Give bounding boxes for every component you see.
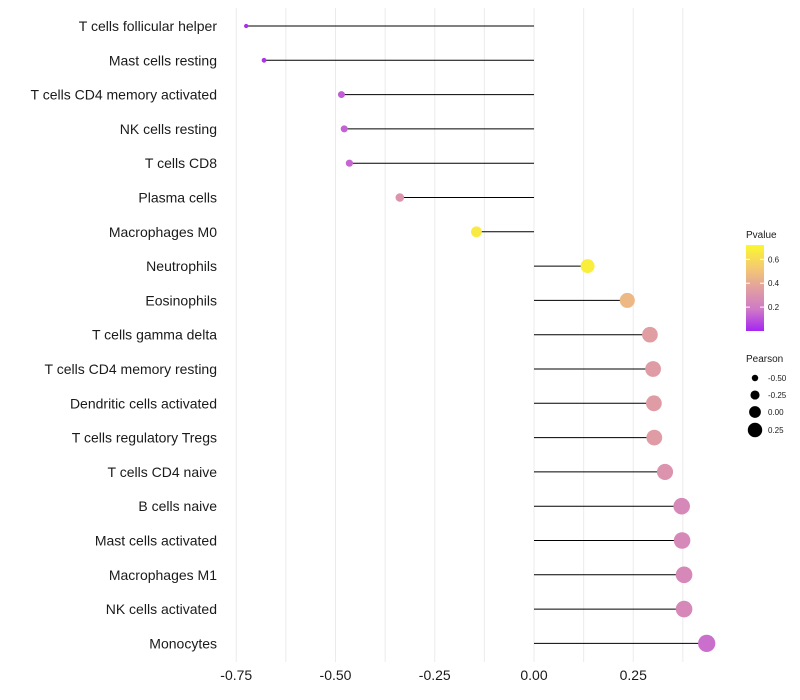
category-label: T cells follicular helper xyxy=(79,18,218,34)
lollipop-dot xyxy=(619,292,635,308)
lollipop-dot xyxy=(395,193,405,202)
size-legend-dot xyxy=(747,422,763,438)
lollipop-dot xyxy=(580,259,595,274)
size-legend-label: 0.00 xyxy=(768,408,784,417)
pvalue-legend: Pvalue 0.2 0.4 0.6 xyxy=(746,230,780,331)
colorbar-tick-label: 0.2 xyxy=(768,303,780,312)
category-label: Mast cells resting xyxy=(109,52,217,68)
category-label: Eosinophils xyxy=(145,292,217,308)
x-axis-ticks: -0.75 -0.50 -0.25 0.00 0.25 xyxy=(220,667,647,683)
lollipop-dot xyxy=(656,463,674,480)
category-labels: T cells follicular helper Mast cells rest… xyxy=(31,18,218,651)
lollipop-dot xyxy=(261,57,267,63)
lollipop-dots xyxy=(244,23,716,653)
size-legend-dot xyxy=(750,390,760,400)
size-legend-label: 0.25 xyxy=(768,426,784,435)
lollipop-dot xyxy=(698,634,716,653)
x-tick-label: -0.25 xyxy=(419,667,451,683)
category-label: Plasma cells xyxy=(138,190,217,206)
category-label: T cells gamma delta xyxy=(92,327,217,343)
lollipop-dot xyxy=(646,395,662,412)
lollipop-dot xyxy=(345,159,353,167)
colorbar-tick-label: 0.6 xyxy=(768,255,780,264)
category-label: T cells CD4 memory resting xyxy=(45,361,217,377)
lollipop-dot xyxy=(244,23,249,29)
pvalue-legend-title: Pvalue xyxy=(746,230,777,241)
lollipop-dot xyxy=(645,361,661,377)
x-tick-label: 0.00 xyxy=(520,667,547,683)
x-tick-label: -0.75 xyxy=(220,667,252,683)
lollipop-dot xyxy=(673,532,691,549)
pearson-legend: Pearson -0.50 -0.25 0.00 0.25 xyxy=(746,354,787,438)
category-label: T cells CD4 naive xyxy=(108,464,218,480)
lollipop-stems xyxy=(246,25,707,644)
lollipop-dot xyxy=(673,497,690,515)
lollipop-dot xyxy=(675,566,693,584)
pvalue-colorbar xyxy=(746,245,764,331)
lollipop-dot xyxy=(675,600,693,618)
category-label: T cells CD8 xyxy=(145,155,217,171)
category-label: Macrophages M1 xyxy=(109,567,217,583)
x-tick-label: -0.50 xyxy=(320,667,352,683)
lollipop-dot xyxy=(646,429,663,446)
size-legend-dot xyxy=(749,406,761,418)
category-label: B cells naive xyxy=(138,498,217,514)
category-label: T cells regulatory Tregs xyxy=(72,430,217,446)
size-legend-dot xyxy=(751,374,759,382)
size-legend-label: -0.25 xyxy=(768,391,787,400)
lollipop-dot xyxy=(337,91,345,99)
category-label: Neutrophils xyxy=(146,258,217,274)
category-label: T cells CD4 memory activated xyxy=(31,87,217,103)
size-legend-label: -0.50 xyxy=(768,374,787,383)
category-label: Monocytes xyxy=(149,635,217,651)
category-label: Dendritic cells activated xyxy=(70,395,217,411)
pearson-legend-title: Pearson xyxy=(746,354,783,365)
colorbar-tick-label: 0.4 xyxy=(768,279,780,288)
category-label: Mast cells activated xyxy=(95,533,217,549)
lollipop-dot xyxy=(340,125,348,133)
lollipop-dot xyxy=(471,226,482,238)
category-label: Macrophages M0 xyxy=(109,224,217,240)
x-tick-label: 0.25 xyxy=(620,667,647,683)
category-label: NK cells resting xyxy=(120,121,217,137)
category-label: NK cells activated xyxy=(106,601,217,617)
lollipop-dot xyxy=(642,326,658,343)
